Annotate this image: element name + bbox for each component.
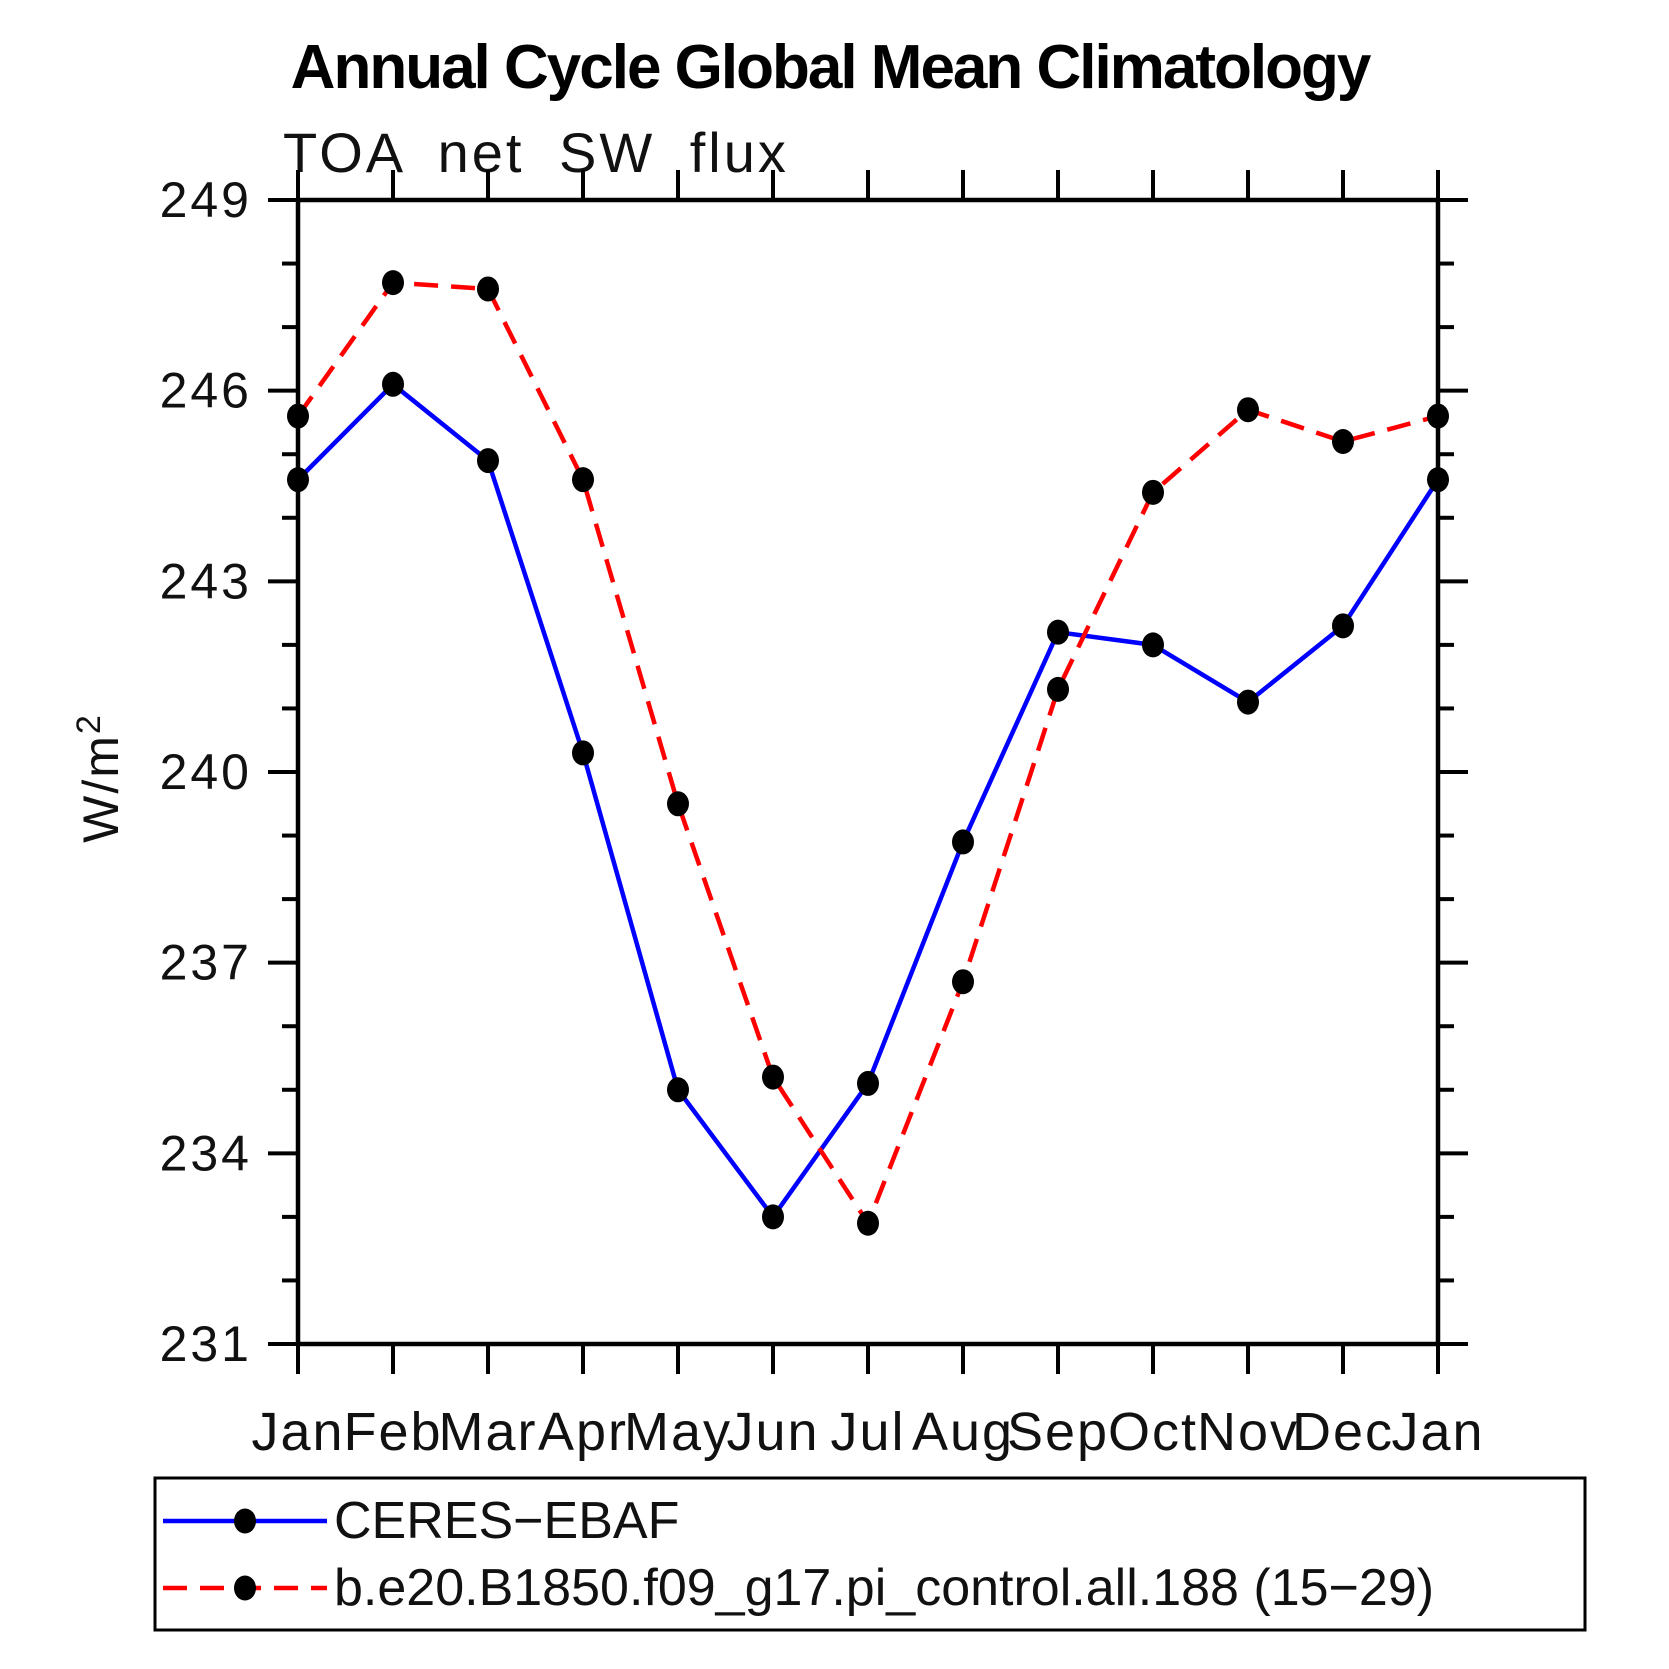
data-point-model-b-e20-b1850 (762, 1064, 784, 1090)
data-point-model-b-e20-b1850 (1142, 479, 1164, 505)
chart-subtitle: TOA net SW flux (283, 121, 789, 184)
y-tick-label: 240 (160, 744, 252, 800)
legend: CERES−EBAF b.e20.B1850.f09_g17.pi_contro… (153, 1476, 1587, 1632)
x-tick-label: Sep (1007, 1402, 1109, 1462)
legend-label-model: b.e20.B1850.f09_g17.pi_control.all.188 (… (334, 1559, 1434, 1617)
data-point-ceres-ebaf (762, 1204, 784, 1230)
legend-marker-ceres-ebaf (234, 1508, 256, 1534)
data-point-model-b-e20-b1850 (1237, 397, 1259, 423)
y-tick-label: 234 (160, 1125, 252, 1181)
series-group (287, 270, 1449, 1236)
data-point-model-b-e20-b1850 (667, 791, 689, 817)
data-point-model-b-e20-b1850 (1332, 429, 1354, 455)
y-axis-label-main: W/m (73, 734, 129, 843)
data-point-ceres-ebaf (857, 1070, 879, 1096)
x-tick-label: Dec (1292, 1402, 1394, 1462)
data-point-ceres-ebaf (382, 371, 404, 397)
x-tick-label: Mar (439, 1402, 538, 1462)
data-point-ceres-ebaf (572, 740, 594, 766)
x-tick-label: Feb (343, 1402, 442, 1462)
legend-box (153, 1476, 1587, 1632)
x-tick-label: Nov (1197, 1402, 1299, 1462)
data-point-model-b-e20-b1850 (1427, 403, 1449, 429)
legend-label-ceres-ebaf: CERES−EBAF (334, 1492, 679, 1550)
x-tick-label: Aug (912, 1402, 1014, 1462)
legend-marker-model (234, 1575, 256, 1601)
data-point-model-b-e20-b1850 (1047, 676, 1069, 702)
y-tick-label: 243 (160, 553, 252, 609)
x-tick-label: Oct (1108, 1402, 1198, 1462)
data-point-ceres-ebaf (1047, 619, 1069, 645)
data-point-model-b-e20-b1850 (857, 1210, 879, 1236)
x-tick-label: Jan (1391, 1402, 1484, 1462)
data-point-ceres-ebaf (1142, 632, 1164, 658)
y-tick-label: 237 (160, 935, 252, 991)
data-point-ceres-ebaf (952, 829, 974, 855)
axes-group (268, 170, 1468, 1374)
plot-frame (295, 197, 1441, 1347)
data-point-model-b-e20-b1850 (477, 276, 499, 302)
y-tick-label: 246 (160, 363, 252, 419)
x-tick-label: Jun (726, 1402, 819, 1462)
data-point-ceres-ebaf (1427, 467, 1449, 493)
data-point-ceres-ebaf (477, 448, 499, 474)
y-axis-label: W/m2 (70, 713, 129, 843)
data-point-model-b-e20-b1850 (572, 467, 594, 493)
x-tick-label: Apr (538, 1402, 628, 1462)
y-axis-label-superscript: 2 (70, 713, 108, 734)
data-point-ceres-ebaf (1237, 689, 1259, 715)
data-point-model-b-e20-b1850 (287, 403, 309, 429)
x-tick-label: Jan (251, 1402, 344, 1462)
data-point-ceres-ebaf (287, 467, 309, 493)
x-tick-label: May (624, 1402, 732, 1462)
data-point-ceres-ebaf (1332, 613, 1354, 639)
data-point-model-b-e20-b1850 (382, 270, 404, 296)
chart-title: Annual Cycle Global Mean Climatology (291, 33, 1372, 102)
data-point-ceres-ebaf (667, 1077, 689, 1103)
x-tick-label: Jul (830, 1402, 905, 1462)
y-tick-label: 231 (160, 1316, 252, 1372)
data-point-model-b-e20-b1850 (952, 969, 974, 995)
y-tick-label: 249 (160, 172, 252, 228)
